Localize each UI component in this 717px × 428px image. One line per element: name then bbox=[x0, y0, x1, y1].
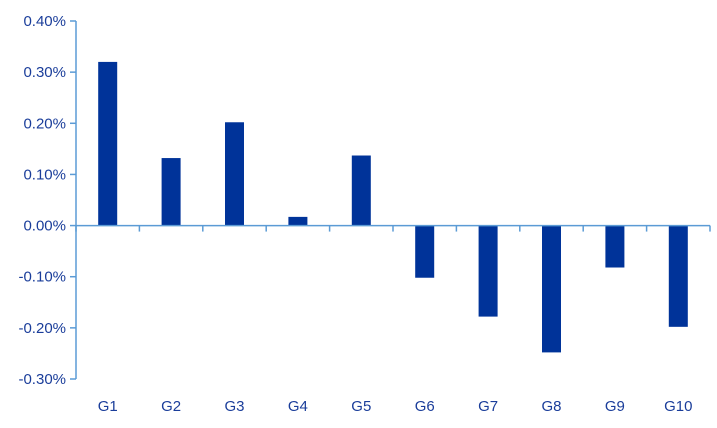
axes-layer bbox=[70, 20, 711, 380]
bar-g4 bbox=[288, 216, 308, 226]
y-tick-label: -0.20% bbox=[18, 320, 66, 337]
bar-g10 bbox=[668, 225, 688, 327]
y-tick-label: 0.10% bbox=[23, 166, 66, 183]
bar-g3 bbox=[225, 122, 244, 226]
bar-g6 bbox=[415, 225, 435, 278]
x-tick-label-g10: G10 bbox=[664, 398, 692, 415]
x-tick-label-g8: G8 bbox=[541, 398, 561, 415]
x-tick-label-g1: G1 bbox=[98, 398, 118, 415]
bar-g5 bbox=[351, 155, 371, 226]
y-tick-label: 0.40% bbox=[23, 13, 66, 30]
bar-g7 bbox=[478, 225, 498, 317]
x-tick-label-g5: G5 bbox=[351, 398, 371, 415]
y-tick-label: -0.10% bbox=[18, 269, 66, 286]
labels-layer: 0.40% 0.30% 0.20% 0.10% 0.00% -0.10% -0.20% -0.… bbox=[18, 13, 692, 415]
x-tick-label-g3: G3 bbox=[224, 398, 244, 415]
x-tick-label-g4: G4 bbox=[288, 398, 308, 415]
x-tick-label-g9: G9 bbox=[605, 398, 625, 415]
x-tick-label-g2: G2 bbox=[161, 398, 181, 415]
bars-layer bbox=[98, 61, 688, 353]
bar-g9 bbox=[605, 225, 625, 268]
bar-g1 bbox=[98, 61, 118, 226]
bar-g8 bbox=[542, 225, 561, 353]
x-tick-label-g7: G7 bbox=[478, 398, 498, 415]
y-tick-label: 0.20% bbox=[23, 115, 66, 132]
y-tick-label: 0.30% bbox=[23, 64, 66, 81]
y-tick-label: -0.30% bbox=[18, 371, 66, 388]
bar-g2 bbox=[161, 158, 181, 226]
y-tick-label: 0.00% bbox=[23, 218, 66, 235]
x-tick-label-g6: G6 bbox=[415, 398, 435, 415]
